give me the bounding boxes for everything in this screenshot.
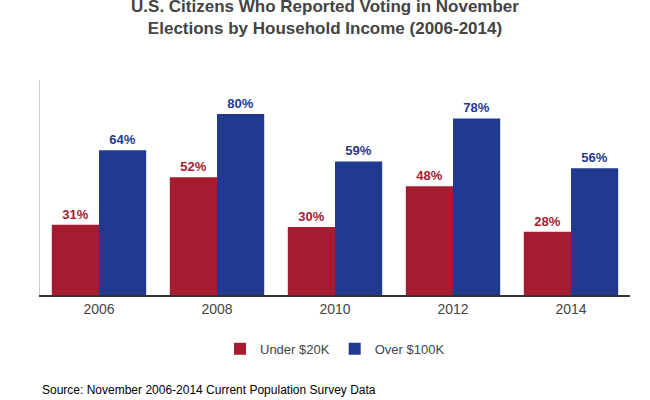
svg-text:2008: 2008	[201, 301, 232, 317]
svg-text:Source: November 2006-2014 Cur: Source: November 2006-2014 Current Popul…	[42, 383, 376, 397]
svg-text:2006: 2006	[83, 301, 114, 317]
svg-text:30%: 30%	[298, 209, 324, 224]
svg-text:52%: 52%	[180, 159, 206, 174]
svg-text:48%: 48%	[416, 168, 442, 183]
svg-text:28%: 28%	[534, 214, 560, 229]
svg-text:U.S. Citizens Who Reported Vot: U.S. Citizens Who Reported Voting in Nov…	[131, 0, 519, 38]
svg-text:Over $100K: Over $100K	[375, 342, 445, 357]
svg-text:31%: 31%	[62, 207, 88, 222]
svg-text:56%: 56%	[581, 150, 607, 165]
svg-text:2012: 2012	[437, 301, 468, 317]
svg-text:64%: 64%	[109, 132, 135, 147]
svg-text:2014: 2014	[555, 301, 586, 317]
svg-text:Under $20K: Under $20K	[260, 342, 330, 357]
svg-text:80%: 80%	[227, 96, 253, 111]
svg-text:59%: 59%	[345, 143, 371, 158]
svg-text:78%: 78%	[463, 100, 489, 115]
svg-text:2010: 2010	[319, 301, 350, 317]
